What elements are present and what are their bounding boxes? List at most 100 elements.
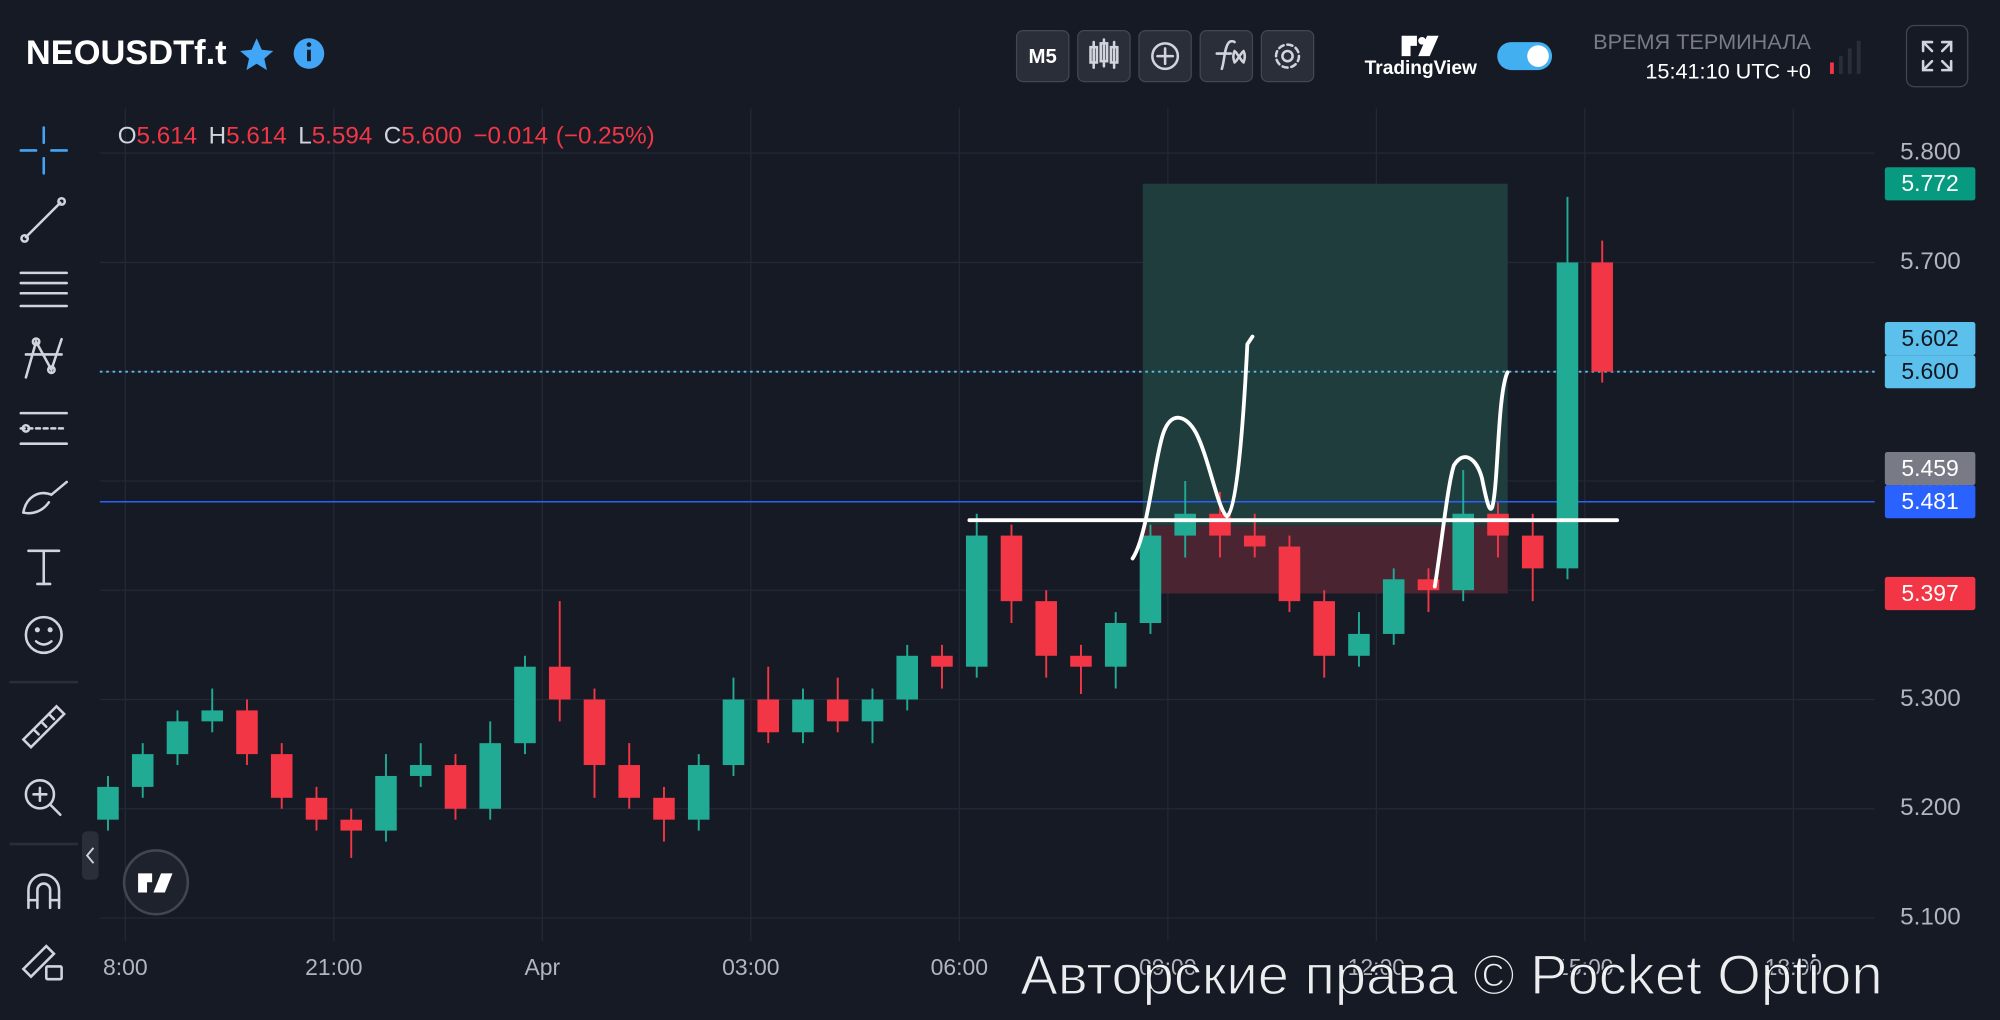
price-label-bg <box>1884 485 1976 519</box>
candle-body <box>1382 579 1405 634</box>
ruler-tool[interactable] <box>21 704 66 749</box>
timeframe-button[interactable] <box>1015 29 1070 83</box>
candle-body <box>201 710 224 722</box>
candle-body <box>687 765 710 820</box>
candle-body <box>1452 513 1474 591</box>
candle-body <box>340 819 363 831</box>
drawn-stroke <box>1130 334 1255 561</box>
prediction-tool[interactable] <box>19 411 68 445</box>
ohlc-label: C <box>384 123 402 150</box>
x-tick-label: 18:00 <box>1765 954 1822 980</box>
ohlc-value: 5.594 <box>312 123 373 150</box>
x-tick-label: 15:00 <box>1556 954 1613 980</box>
fib-tool[interactable] <box>19 271 68 308</box>
signal-bars <box>1830 40 1861 74</box>
settings-button[interactable] <box>1260 29 1315 83</box>
signal-bar <box>1856 40 1861 74</box>
price-label: 5.772 <box>1901 170 1958 196</box>
candle-body <box>1591 262 1613 372</box>
y-tick-label: 5.200 <box>1900 794 1961 821</box>
candle-body <box>965 535 988 667</box>
candle-body <box>826 699 849 722</box>
candle-body <box>375 775 397 831</box>
x-tick-label: 21:00 <box>305 954 362 980</box>
x-tick-label: 09:00 <box>1139 954 1196 980</box>
candle-body <box>1487 513 1509 536</box>
y-tick-label: 5.300 <box>1900 685 1961 712</box>
ohlc-value: 5.614 <box>137 123 198 150</box>
candle-body <box>409 765 432 776</box>
terminal-time: 15:41:10 UTC +0 <box>1645 58 1811 83</box>
position-loss-zone <box>1142 525 1508 594</box>
timeframe: M5 <box>1029 46 1057 68</box>
change-percent: (−0.25%) <box>556 123 655 150</box>
x-tick-label: 06:00 <box>931 954 988 980</box>
magnet-tool[interactable] <box>27 873 61 910</box>
emoji-tool[interactable] <box>24 615 63 655</box>
price-label: 5.600 <box>1901 358 1958 384</box>
candle-body <box>757 699 779 733</box>
trend-line-tool[interactable] <box>20 196 67 243</box>
hand-drawing <box>967 334 1620 589</box>
ohlc-value: 5.600 <box>401 123 462 150</box>
candle-body <box>548 666 571 700</box>
toolbar-buttons: M5 <box>1015 29 1315 83</box>
candle-body <box>618 765 640 798</box>
pattern-tool[interactable] <box>24 337 63 379</box>
x-tick-label: 12:00 <box>1348 954 1405 980</box>
position-profit-zone <box>1142 183 1508 526</box>
change: −0.014 <box>473 123 548 150</box>
price-label-bg <box>1884 167 1976 201</box>
fullscreen-icon <box>1921 40 1953 72</box>
candle-body <box>792 699 814 733</box>
zoom-tool[interactable] <box>24 779 62 816</box>
ohlc-label: L <box>298 123 311 150</box>
plus-icon <box>1151 42 1180 71</box>
candle-body <box>1070 655 1092 667</box>
ohlc-label: H <box>209 123 227 150</box>
tv-logo-dot <box>1418 36 1426 45</box>
price-axis: 5.1005.2005.3005.4005.5005.6005.7005.800… <box>103 139 1976 980</box>
price-label: 5.481 <box>1901 488 1958 514</box>
candle-body <box>514 666 536 744</box>
candle-body <box>479 743 501 809</box>
candle-body <box>861 699 884 722</box>
favorite-star[interactable] <box>240 38 274 71</box>
collapse-toolbar[interactable] <box>82 831 99 880</box>
x-tick-label: 03:00 <box>722 954 779 980</box>
candles-icon <box>1089 38 1119 69</box>
lock-draw-tool[interactable] <box>21 944 63 981</box>
candle-body <box>131 754 154 787</box>
ohlc-text: O5.614 H5.614 L5.594 C5.600 −0.014 (−0.25%) <box>118 123 655 150</box>
toggle-knob <box>1527 45 1549 67</box>
price-label: 5.602 <box>1901 325 1958 351</box>
price-label: 5.459 <box>1901 455 1958 481</box>
candle-body <box>1556 262 1579 569</box>
candle-body <box>1104 622 1127 667</box>
candle-body <box>270 754 293 798</box>
symbol: NEOUSDTf.t <box>26 34 227 72</box>
collapse-arrow <box>85 847 95 864</box>
candle-body <box>583 699 606 766</box>
candle-body <box>653 797 675 820</box>
crosshair-tool[interactable] <box>19 126 68 175</box>
brush-tool[interactable] <box>22 480 68 515</box>
brand: TradingView <box>1365 58 1477 79</box>
tv-badge[interactable] <box>122 849 190 916</box>
drawn-stroke <box>1432 370 1510 589</box>
price-label-bg <box>1884 576 1976 611</box>
fullscreen-button[interactable] <box>1905 24 1969 88</box>
settings-corner <box>1912 953 1964 985</box>
price-label-bg <box>1884 451 1976 486</box>
ohlc-value: 5.614 <box>226 123 287 150</box>
candle-body <box>236 710 258 755</box>
candle-body <box>444 765 467 809</box>
text-tool[interactable] <box>27 549 61 586</box>
price-label: 5.397 <box>1901 580 1958 606</box>
candle-body <box>1348 633 1370 656</box>
indicators-button[interactable] <box>1199 29 1254 83</box>
info-glyph <box>306 42 312 47</box>
candle-body <box>1174 513 1196 536</box>
